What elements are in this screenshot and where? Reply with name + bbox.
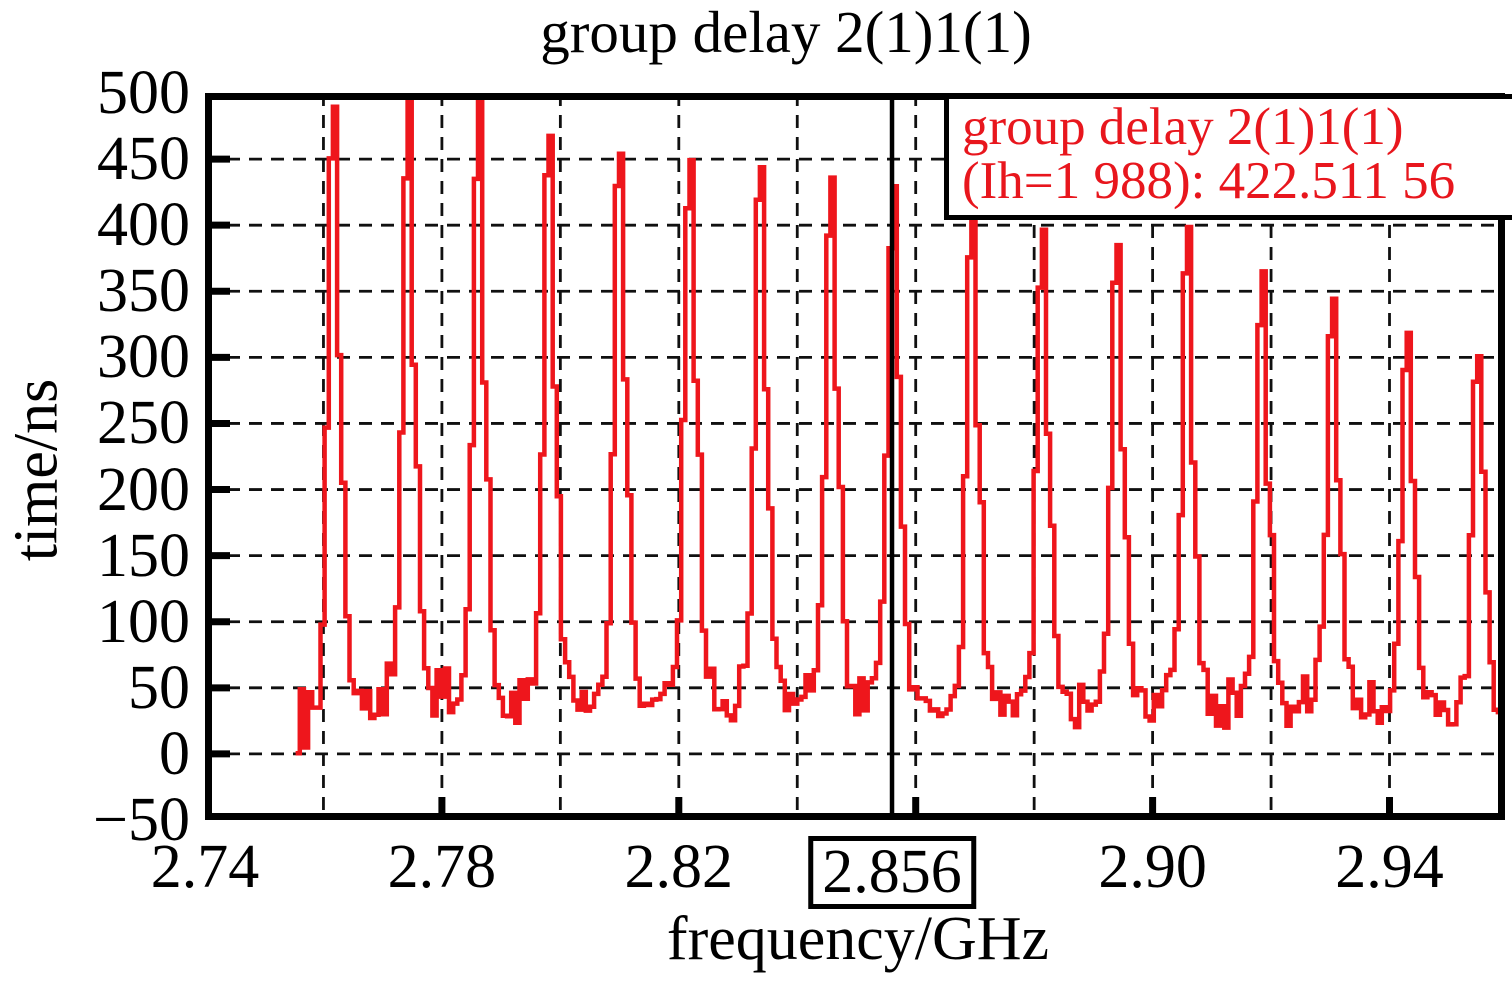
y-tick-label: 150 [97,521,190,590]
y-tick-label: 0 [159,719,190,788]
x-tick-label: 2.94 [1335,833,1444,901]
x-axis-label: frequency/GHz [666,905,1050,973]
y-tick-label: 400 [97,191,190,260]
x-tick-label: 2.74 [150,833,260,901]
legend-marker-reading: (Ih=1 988): 422.511 56 [962,152,1456,210]
y-tick-label: 250 [97,389,190,458]
x-tick-label: 2.82 [624,833,734,901]
x-tick-label: 2.90 [1098,833,1207,901]
y-tick-label: 50 [128,653,190,722]
trace-line [295,97,1501,756]
legend-series-name: group delay 2(1)1(1) [962,98,1404,156]
y-tick-label: 450 [97,125,190,194]
legend-box: group delay 2(1)1(1) (Ih=1 988): 422.511… [944,94,1512,220]
y-tick-label: 350 [97,257,190,326]
chart-title: group delay 2(1)1(1) [540,0,1032,65]
y-tick-label: −50 [93,786,190,854]
plot-frame [205,93,1505,820]
y-tick-label: 100 [97,587,190,656]
y-tick-label: 200 [97,455,190,524]
y-tick-label: 500 [97,59,190,127]
x-tick-label: 2.78 [387,833,497,901]
marker-frequency-label: 2.856 [808,836,976,909]
y-tick-label: 300 [97,323,190,392]
